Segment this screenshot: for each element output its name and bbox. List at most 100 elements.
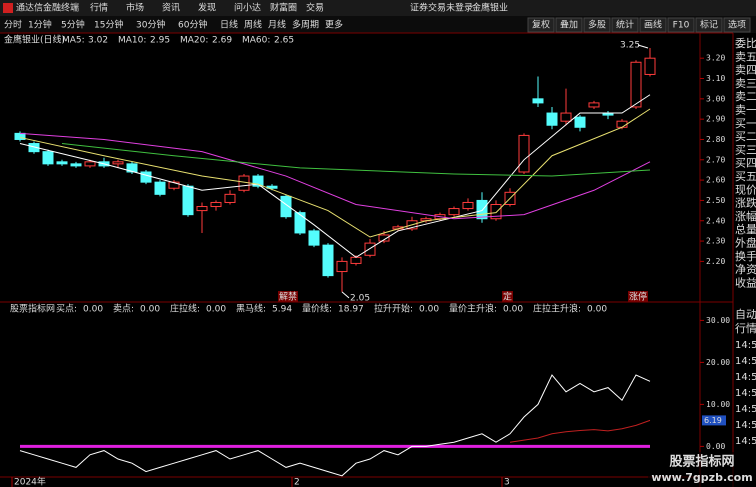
menu-item[interactable]: 市场 [126,2,144,14]
candle-body [42,151,54,165]
tool-button[interactable] [583,17,611,33]
period-tab[interactable]: 周线 [244,19,262,31]
tool-label[interactable]: 叠加 [560,20,578,31]
tool-button[interactable] [723,17,751,33]
candle-body [644,57,656,75]
tool-label[interactable]: 画线 [644,19,662,31]
tool-label[interactable]: 选项 [728,19,746,31]
y-tick-label: 3.00 [706,94,725,103]
indicator-value: 0.00 [503,305,523,315]
candle-body [616,120,628,128]
quote-field: 买四 [735,157,756,170]
tool-label[interactable]: F10 [673,21,690,31]
period-tab[interactable]: 5分钟 [61,19,85,31]
candle-body [140,171,152,183]
quote-tab[interactable]: 自动 [735,308,756,321]
value-label: 6.19 [704,416,722,425]
tool-label[interactable]: 标记 [700,19,718,31]
indicator-name: 量价主升浪: [449,303,497,315]
quote-field: 总量 [735,222,756,236]
chart-title: 金鹰银业(日线) [4,34,65,46]
candle-body [574,116,586,128]
y-tick-label: 2.80 [706,135,725,144]
trade-time: 14:5 [735,404,756,415]
tool-label[interactable]: 多股 [588,19,606,31]
menu-item[interactable]: 问小达 [234,2,261,14]
tool-button[interactable] [667,17,695,33]
quote-field: 收益 [735,275,756,289]
indicator-name: 量价线: [302,303,332,315]
legend-name: MA20: [180,36,208,46]
quote-field: 现价 [735,183,756,196]
candle-body [308,230,320,246]
annotation-pointer [341,291,350,299]
trade-time: 14:5 [735,356,756,367]
quote-field: 卖二 [735,90,756,103]
tool-button[interactable] [555,17,583,33]
trade-time: 14:5 [735,372,756,383]
period-tab[interactable]: 1分钟 [28,19,52,31]
period-tab[interactable]: 分时 [4,19,22,31]
x-tick-label: 2 [294,478,300,487]
candle-body [28,143,40,153]
trade-time: 14:5 [735,420,756,431]
ma-line [19,108,651,238]
candle-body [588,102,600,108]
period-tab[interactable]: 更多 [325,19,343,31]
candle-body [168,181,180,189]
period-tab[interactable]: 多周期 [292,19,319,31]
y-tick-label: 2.40 [706,216,725,225]
quote-tab[interactable]: 行情 [735,322,756,335]
watermark-url: www.7gpzb.com [651,471,752,484]
menu-item[interactable]: 财富圈 [270,2,297,14]
candle-body [532,98,544,104]
value-box [702,415,726,426]
y-tick-label: 2.70 [706,155,725,164]
quote-field: 买三 [735,143,756,156]
quote-field: 卖四 [735,64,756,77]
menu-item[interactable]: 交易 [306,2,324,14]
x-tick-label: 3 [504,478,510,487]
tool-button[interactable] [527,17,555,33]
x-tick-label: 2024年 [14,476,46,487]
indicator-name: 庄拉主升浪: [533,303,581,315]
candle-body [210,201,222,208]
high-annotation: 3.25 [620,41,640,51]
period-tab[interactable]: 30分钟 [136,19,165,31]
y-tick-label: 3.20 [706,54,725,63]
tool-button[interactable] [695,17,723,33]
quote-field: 净资 [735,262,756,276]
y-tick-label: 2.20 [706,257,725,266]
y-tick-label: 2.60 [706,176,725,185]
candle-body [448,208,460,216]
period-tab[interactable]: 月线 [268,19,286,31]
tool-button[interactable] [639,17,667,33]
y-tick-label: 30.00 [706,316,730,325]
candle-body [490,203,502,220]
menu-item[interactable]: 行情 [90,2,108,14]
logo [3,3,13,13]
login-status[interactable]: 证券交易未登录 [410,2,473,14]
quote-field: 换手 [735,249,756,263]
y-tick-label: 3.10 [706,74,725,83]
period-tab[interactable]: 日线 [220,19,238,31]
y-tick-label: 0.00 [706,442,725,451]
y-tick-label: 2.90 [706,115,725,124]
menu-item[interactable]: 资讯 [162,3,180,14]
trade-time: 14:5 [735,388,756,399]
event-tag [628,291,648,302]
quote-field: 外盘 [735,236,756,250]
menu-item[interactable]: 发现 [198,2,216,14]
candle-body [154,181,166,195]
quote-field: 卖三 [735,77,756,90]
indicator-title: 股票指标网 [10,303,55,315]
candle-body [476,199,488,220]
tool-label[interactable]: 统计 [616,19,634,31]
tool-button[interactable] [611,17,639,33]
legend-value: 3.02 [88,36,108,46]
tool-label[interactable]: 复权 [532,19,550,31]
period-tab[interactable]: 15分钟 [94,19,123,31]
period-tab[interactable]: 60分钟 [178,19,207,31]
